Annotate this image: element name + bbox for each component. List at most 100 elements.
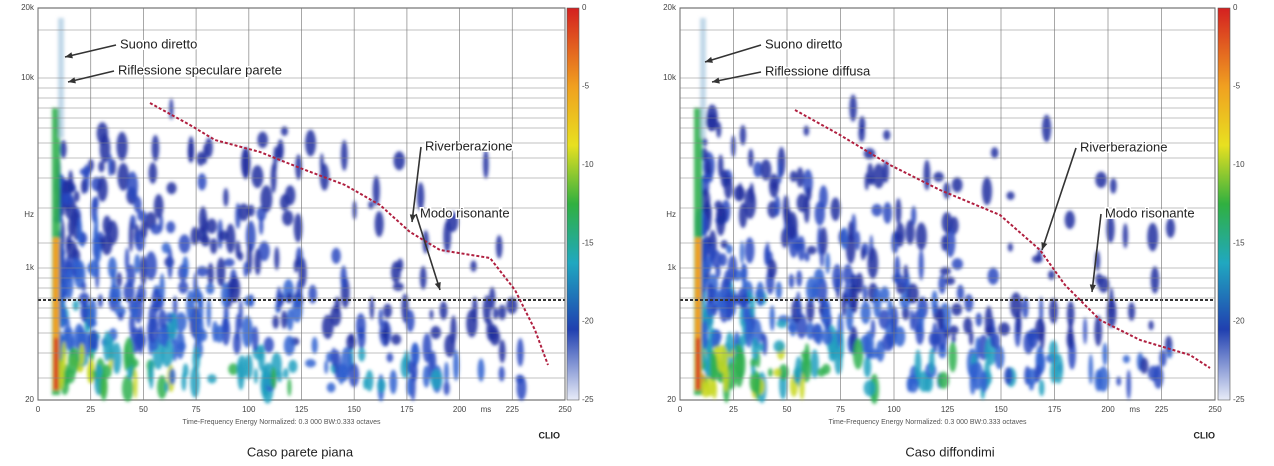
x-tick-label: 75: [836, 405, 845, 414]
energy-blob: [253, 368, 259, 384]
energy-blob: [157, 375, 168, 400]
energy-blob: [205, 137, 213, 158]
energy-blob: [446, 211, 459, 233]
energy-blob: [207, 262, 214, 286]
colorbar-tick-label: -5: [1233, 82, 1241, 91]
energy-blob: [776, 319, 788, 329]
energy-blob: [1027, 328, 1039, 349]
energy-blob: [1007, 242, 1013, 252]
energy-blob: [744, 187, 757, 219]
energy-blob: [951, 334, 956, 344]
energy-blob: [793, 366, 802, 383]
energy-blob: [251, 325, 259, 352]
energy-blob: [753, 161, 763, 178]
energy-blob: [858, 116, 866, 134]
energy-blob: [810, 349, 819, 379]
energy-blob: [998, 322, 1010, 336]
caption: Caso parete piana: [247, 444, 354, 459]
x-tick-label: 200: [1101, 405, 1115, 414]
energy-blob: [196, 266, 209, 277]
energy-blob: [931, 290, 938, 315]
energy-blob: [357, 326, 366, 349]
energy-blob: [466, 309, 478, 338]
energy-blob: [283, 335, 295, 356]
energy-blob: [117, 162, 130, 191]
x-tick-label: 175: [400, 405, 414, 414]
x-tick-label: 250: [558, 405, 572, 414]
energy-blob: [377, 378, 386, 393]
energy-blob: [86, 318, 97, 328]
arrow-head: [1089, 284, 1096, 292]
energy-blob: [99, 133, 111, 163]
energy-blob: [111, 269, 116, 297]
energy-blob: [206, 297, 211, 329]
energy-blob: [186, 290, 196, 323]
energy-blob: [133, 333, 144, 345]
energy-blob: [1098, 276, 1110, 293]
energy-blob: [737, 182, 743, 202]
energy-blob: [158, 214, 164, 232]
energy-blob: [1004, 367, 1013, 385]
energy-blob: [156, 327, 169, 346]
energy-blob: [236, 355, 248, 380]
x-tick-label: 200: [453, 405, 467, 414]
colorbar-tick-label: -25: [582, 395, 594, 404]
energy-blob: [288, 359, 298, 373]
energy-blob: [702, 137, 708, 147]
energy-blob: [992, 333, 1001, 350]
energy-blob: [938, 274, 946, 295]
energy-blob: [928, 347, 935, 375]
energy-blob: [1126, 369, 1132, 400]
energy-blob: [381, 329, 389, 340]
annotation-arrow: [711, 71, 762, 83]
energy-blob: [80, 179, 87, 195]
energy-blob: [148, 339, 159, 351]
energy-blob: [705, 159, 711, 177]
energy-blob: [803, 125, 810, 137]
y-tick-label: 20k: [21, 3, 35, 12]
energy-blob: [161, 242, 171, 254]
energy-blob: [282, 210, 294, 226]
energy-blob: [495, 234, 503, 259]
energy-blob: [137, 209, 147, 222]
energy-blob: [711, 304, 718, 316]
energy-blob: [223, 187, 229, 207]
energy-blob: [337, 363, 345, 385]
energy-blob: [1048, 270, 1055, 280]
energy-blob: [1147, 222, 1159, 252]
y-tick-label: 20: [25, 395, 34, 404]
energy-blob: [245, 220, 256, 253]
energy-blob: [951, 177, 963, 193]
x-tick-label: 25: [86, 405, 95, 414]
energy-blob: [735, 349, 746, 380]
annotation: Riverberazione: [425, 138, 512, 153]
energy-blob: [64, 267, 74, 300]
energy-blob: [951, 258, 964, 271]
energy-blob: [197, 299, 204, 325]
energy-blob: [805, 322, 815, 340]
energy-blob: [238, 299, 243, 329]
x-tick-label: 25: [729, 405, 738, 414]
energy-blob: [701, 147, 708, 161]
energy-blob: [711, 250, 722, 269]
energy-blob: [716, 206, 728, 224]
energy-blob: [272, 315, 280, 329]
energy-blob: [1095, 171, 1107, 189]
decay-curve: [794, 109, 1211, 369]
energy-blob: [221, 282, 230, 308]
energy-blob: [852, 338, 864, 370]
energy-blob: [61, 341, 67, 371]
energy-blob: [374, 210, 384, 238]
energy-blob: [860, 247, 866, 261]
energy-blob: [931, 322, 938, 354]
energy-blob: [821, 363, 831, 375]
energy-blob: [1016, 310, 1022, 336]
energy-blob: [73, 190, 80, 203]
energy-blob: [701, 173, 714, 184]
energy-blob: [79, 343, 85, 366]
energy-blob: [845, 302, 854, 332]
energy-blob: [948, 341, 957, 373]
energy-blob: [1006, 191, 1015, 200]
energy-blob: [482, 295, 491, 324]
energy-blob: [1122, 223, 1129, 249]
